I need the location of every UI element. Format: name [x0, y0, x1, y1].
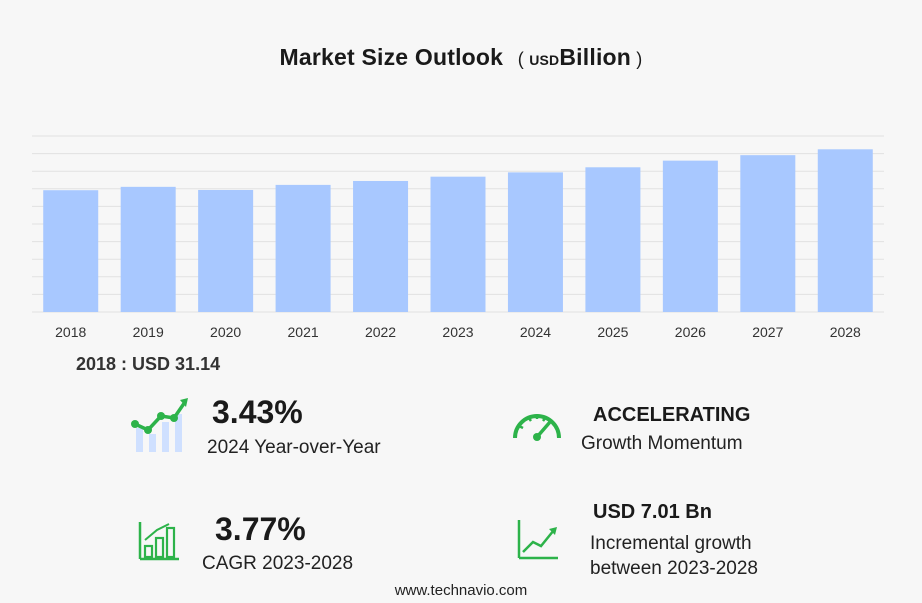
bar-2020 — [198, 189, 254, 312]
chart-title: Market Size Outlook ( USDBillion ) — [0, 44, 922, 71]
speedometer-icon — [513, 414, 561, 441]
bar-chart-icon — [138, 522, 179, 561]
x-tick-label: 2027 — [752, 324, 783, 340]
x-tick-label: 2018 — [55, 324, 86, 340]
cagr-value: 3.77% — [215, 511, 306, 547]
cagr-label: CAGR 2023-2028 — [202, 553, 354, 574]
yoy-label: 2024 Year-over-Year — [207, 437, 381, 458]
bar-2025 — [585, 167, 641, 312]
bar-2023 — [430, 176, 486, 312]
unit-scale: Billion — [559, 44, 632, 70]
momentum-title: ACCELERATING — [593, 404, 751, 426]
unit-currency: USD — [529, 52, 560, 68]
chart-unit: ( USDBillion ) — [517, 44, 643, 70]
bar-trend-icon — [131, 398, 188, 452]
incremental-label-line1: Incremental growth — [590, 533, 752, 554]
x-tick-label: 2021 — [288, 324, 319, 340]
line-chart-icon — [517, 520, 558, 560]
x-tick-label: 2024 — [520, 324, 551, 340]
chart-title-text: Market Size Outlook — [279, 44, 504, 70]
bar-2019 — [120, 186, 176, 312]
x-tick-label: 2019 — [133, 324, 164, 340]
bar-chart: 2018 2019 2020 2021 2022 2023 2024 2025 2026 2027… — [32, 135, 884, 340]
x-tick-label: 2023 — [442, 324, 473, 340]
x-tick-label: 2022 — [365, 324, 396, 340]
bar-2027 — [740, 155, 796, 312]
bar-2028 — [817, 149, 873, 312]
x-tick-label: 2028 — [830, 324, 861, 340]
bar-2024 — [507, 172, 563, 312]
yoy-value: 3.43% — [212, 394, 303, 430]
bar-2022 — [353, 180, 409, 312]
incremental-title: USD 7.01 Bn — [593, 501, 712, 523]
x-tick-label: 2020 — [210, 324, 241, 340]
incremental-label-line2: between 2023-2028 — [590, 558, 758, 579]
x-tick-label: 2026 — [675, 324, 706, 340]
bar-2026 — [662, 160, 718, 312]
unit-close-paren: ) — [636, 49, 643, 69]
unit-open-paren: ( — [517, 49, 524, 69]
bar-2018 — [43, 190, 99, 312]
momentum-label: Growth Momentum — [581, 433, 743, 454]
x-tick-label: 2025 — [597, 324, 628, 340]
footer-url: www.technavio.com — [394, 582, 528, 599]
first-year-value: 2018 : USD 31.14 — [76, 354, 221, 374]
bar-2021 — [275, 184, 331, 312]
